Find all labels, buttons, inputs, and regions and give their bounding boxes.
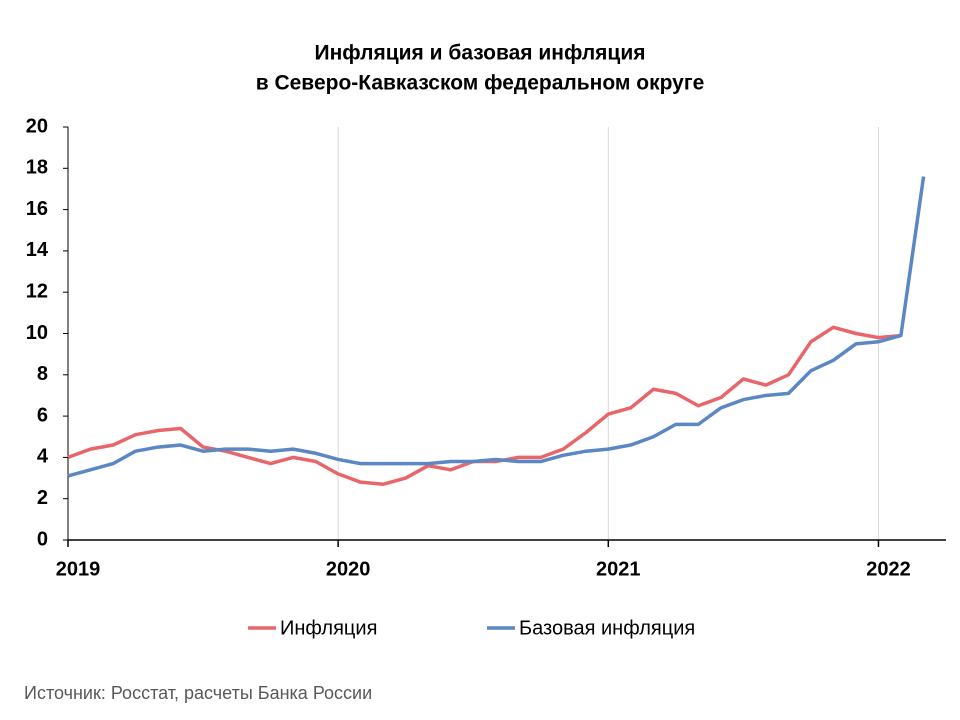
y-tick-label: 18 xyxy=(26,157,48,179)
chart-title: в Северо-Кавказском федеральном округе xyxy=(256,72,705,95)
y-tick-label: 6 xyxy=(37,404,48,426)
x-tick-label: 2020 xyxy=(326,558,371,580)
y-tick-label: 16 xyxy=(26,198,48,220)
y-tick-label: 8 xyxy=(37,363,48,385)
y-tick-label: 4 xyxy=(37,446,49,468)
y-tick-label: 2 xyxy=(37,487,48,509)
series-line xyxy=(67,176,926,478)
y-tick-label: 12 xyxy=(26,280,48,302)
chart-title: Инфляция и базовая инфляция xyxy=(314,42,645,65)
y-tick-label: 14 xyxy=(26,239,49,261)
x-tick-label: 2022 xyxy=(866,558,911,580)
x-tick-label: 2019 xyxy=(56,558,101,580)
source-note: Источник: Росстат, расчеты Банка России xyxy=(24,683,372,703)
y-tick-label: 10 xyxy=(26,322,48,344)
x-tick-label: 2021 xyxy=(596,558,641,580)
legend-label: Базовая инфляция xyxy=(519,617,695,639)
y-tick-label: 20 xyxy=(26,115,48,137)
legend-label: Инфляция xyxy=(280,617,377,639)
y-tick-label: 0 xyxy=(37,528,48,550)
